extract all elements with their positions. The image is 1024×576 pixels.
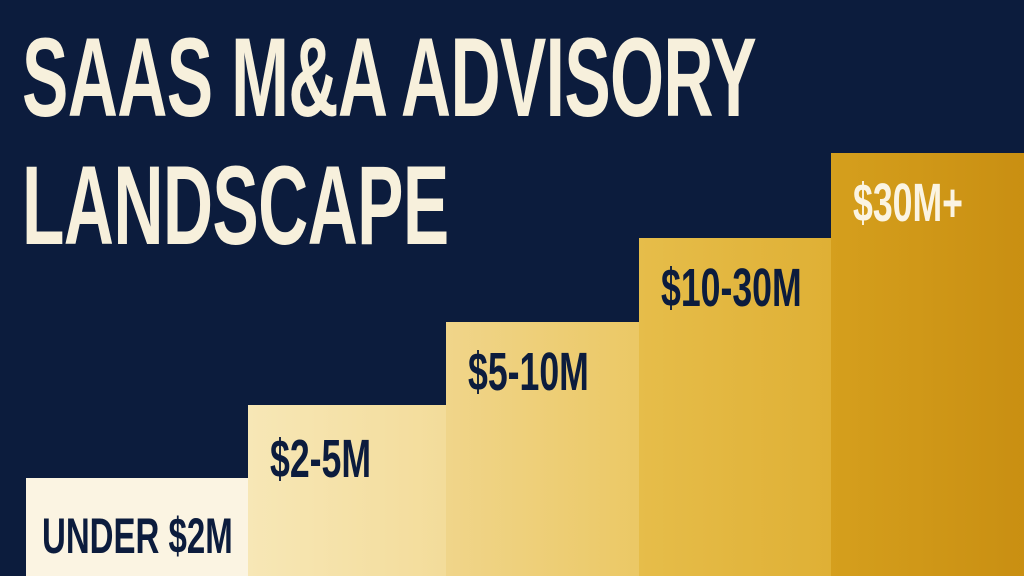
title-line-1: SAAS M&A ADVISORY [22, 15, 757, 140]
step-label-10-30m: $10-30M [661, 258, 802, 318]
page-title: SAAS M&A ADVISORY LANDSCAPE [22, 14, 757, 270]
step-label-2-5m: $2-5M [270, 429, 372, 489]
step-5-10m: $5-10M [446, 322, 639, 576]
step-10-30m: $10-30M [639, 238, 831, 576]
step-label-30m-plus: $30M+ [853, 173, 963, 233]
step-30m-plus: $30M+ [831, 153, 1024, 576]
step-label-5-10m: $5-10M [468, 342, 589, 402]
step-under-2m: UNDER $2M [26, 478, 248, 576]
title-line-2: LANDSCAPE [22, 143, 449, 268]
step-2-5m: $2-5M [248, 405, 446, 576]
step-label-under-2m: UNDER $2M [42, 508, 233, 564]
